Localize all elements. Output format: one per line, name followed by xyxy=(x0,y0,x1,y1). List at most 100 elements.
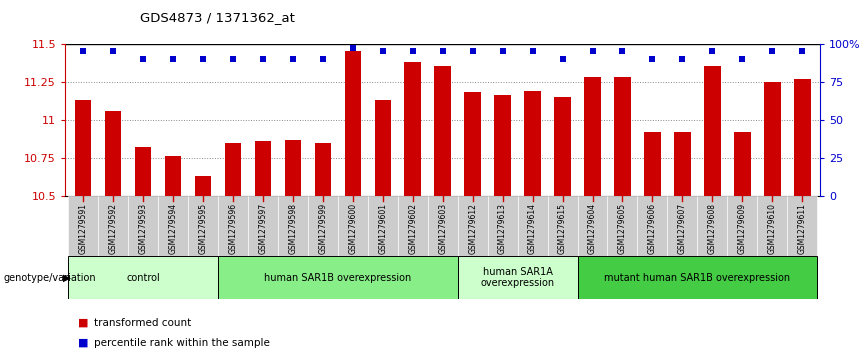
Point xyxy=(345,45,359,51)
Text: GSM1279604: GSM1279604 xyxy=(588,203,597,254)
Text: GSM1279606: GSM1279606 xyxy=(648,203,657,254)
Bar xyxy=(188,196,218,256)
Bar xyxy=(674,132,691,196)
Text: GSM1279610: GSM1279610 xyxy=(768,203,777,254)
Text: percentile rank within the sample: percentile rank within the sample xyxy=(94,338,270,348)
Bar xyxy=(757,196,787,256)
Text: GSM1279601: GSM1279601 xyxy=(378,203,387,254)
Point xyxy=(405,48,419,54)
Point xyxy=(196,56,210,62)
Bar xyxy=(457,256,577,299)
Text: GSM1279607: GSM1279607 xyxy=(678,203,687,254)
Text: GSM1279612: GSM1279612 xyxy=(468,203,477,254)
Text: GSM1279596: GSM1279596 xyxy=(228,203,238,254)
Bar xyxy=(524,91,541,196)
Bar xyxy=(734,132,751,196)
Bar xyxy=(158,196,188,256)
Bar xyxy=(105,111,122,196)
Bar xyxy=(488,196,517,256)
Bar xyxy=(374,100,391,196)
Point xyxy=(675,56,689,62)
Point xyxy=(256,56,270,62)
Text: GSM1279615: GSM1279615 xyxy=(558,203,567,254)
Text: GSM1279600: GSM1279600 xyxy=(348,203,358,254)
Text: GSM1279609: GSM1279609 xyxy=(738,203,746,254)
Bar xyxy=(308,196,338,256)
Bar xyxy=(457,196,488,256)
Bar xyxy=(495,95,511,196)
Text: genotype/variation: genotype/variation xyxy=(3,273,96,283)
Bar xyxy=(278,196,308,256)
Bar xyxy=(338,196,368,256)
Bar xyxy=(368,196,398,256)
Bar xyxy=(68,256,218,299)
Text: GSM1279597: GSM1279597 xyxy=(259,203,267,254)
Point xyxy=(226,56,240,62)
Text: control: control xyxy=(126,273,160,283)
Bar xyxy=(128,196,158,256)
Bar xyxy=(194,176,211,196)
Point xyxy=(496,48,510,54)
Text: GSM1279603: GSM1279603 xyxy=(438,203,447,254)
Bar xyxy=(584,77,601,196)
Text: GSM1279593: GSM1279593 xyxy=(139,203,148,254)
Point xyxy=(556,56,569,62)
Bar xyxy=(577,256,818,299)
Bar xyxy=(68,196,98,256)
Bar xyxy=(704,66,720,196)
Text: transformed count: transformed count xyxy=(94,318,191,328)
Point xyxy=(795,48,809,54)
Point xyxy=(466,48,480,54)
Bar xyxy=(404,62,421,196)
Bar xyxy=(254,141,271,196)
Point xyxy=(586,48,600,54)
Point xyxy=(376,48,390,54)
Bar xyxy=(248,196,278,256)
Point xyxy=(646,56,660,62)
Text: mutant human SAR1B overexpression: mutant human SAR1B overexpression xyxy=(604,273,791,283)
Bar xyxy=(218,196,248,256)
Bar xyxy=(555,97,571,196)
Bar xyxy=(615,77,631,196)
Text: GDS4873 / 1371362_at: GDS4873 / 1371362_at xyxy=(140,11,294,24)
Bar xyxy=(787,196,818,256)
Bar xyxy=(727,196,757,256)
Text: GSM1279608: GSM1279608 xyxy=(708,203,717,254)
Text: human SAR1A
overexpression: human SAR1A overexpression xyxy=(481,267,555,289)
Bar xyxy=(794,79,811,196)
Point xyxy=(526,48,540,54)
Point xyxy=(706,48,720,54)
Bar xyxy=(435,66,450,196)
Text: GSM1279613: GSM1279613 xyxy=(498,203,507,254)
Text: GSM1279602: GSM1279602 xyxy=(408,203,418,254)
Point xyxy=(615,48,629,54)
Text: GSM1279595: GSM1279595 xyxy=(199,203,207,254)
Bar xyxy=(285,140,301,196)
Point xyxy=(166,56,180,62)
Point xyxy=(286,56,299,62)
Point xyxy=(106,48,120,54)
Bar xyxy=(165,156,181,196)
Text: GSM1279605: GSM1279605 xyxy=(618,203,627,254)
Text: GSM1279598: GSM1279598 xyxy=(288,203,298,254)
Point xyxy=(136,56,150,62)
Point xyxy=(735,56,749,62)
Bar xyxy=(428,196,457,256)
Text: GSM1279591: GSM1279591 xyxy=(79,203,88,254)
Bar xyxy=(314,143,331,196)
Text: GSM1279599: GSM1279599 xyxy=(319,203,327,254)
Text: GSM1279611: GSM1279611 xyxy=(798,203,806,254)
Bar xyxy=(697,196,727,256)
Bar xyxy=(637,196,667,256)
Text: GSM1279594: GSM1279594 xyxy=(168,203,177,254)
Bar xyxy=(764,82,780,196)
Text: human SAR1B overexpression: human SAR1B overexpression xyxy=(264,273,411,283)
Text: ■: ■ xyxy=(78,338,89,348)
Text: GSM1279614: GSM1279614 xyxy=(528,203,537,254)
Bar xyxy=(135,147,151,196)
Point xyxy=(316,56,330,62)
Text: ▶: ▶ xyxy=(63,273,71,283)
Bar xyxy=(644,132,661,196)
Bar xyxy=(517,196,548,256)
Bar xyxy=(398,196,428,256)
